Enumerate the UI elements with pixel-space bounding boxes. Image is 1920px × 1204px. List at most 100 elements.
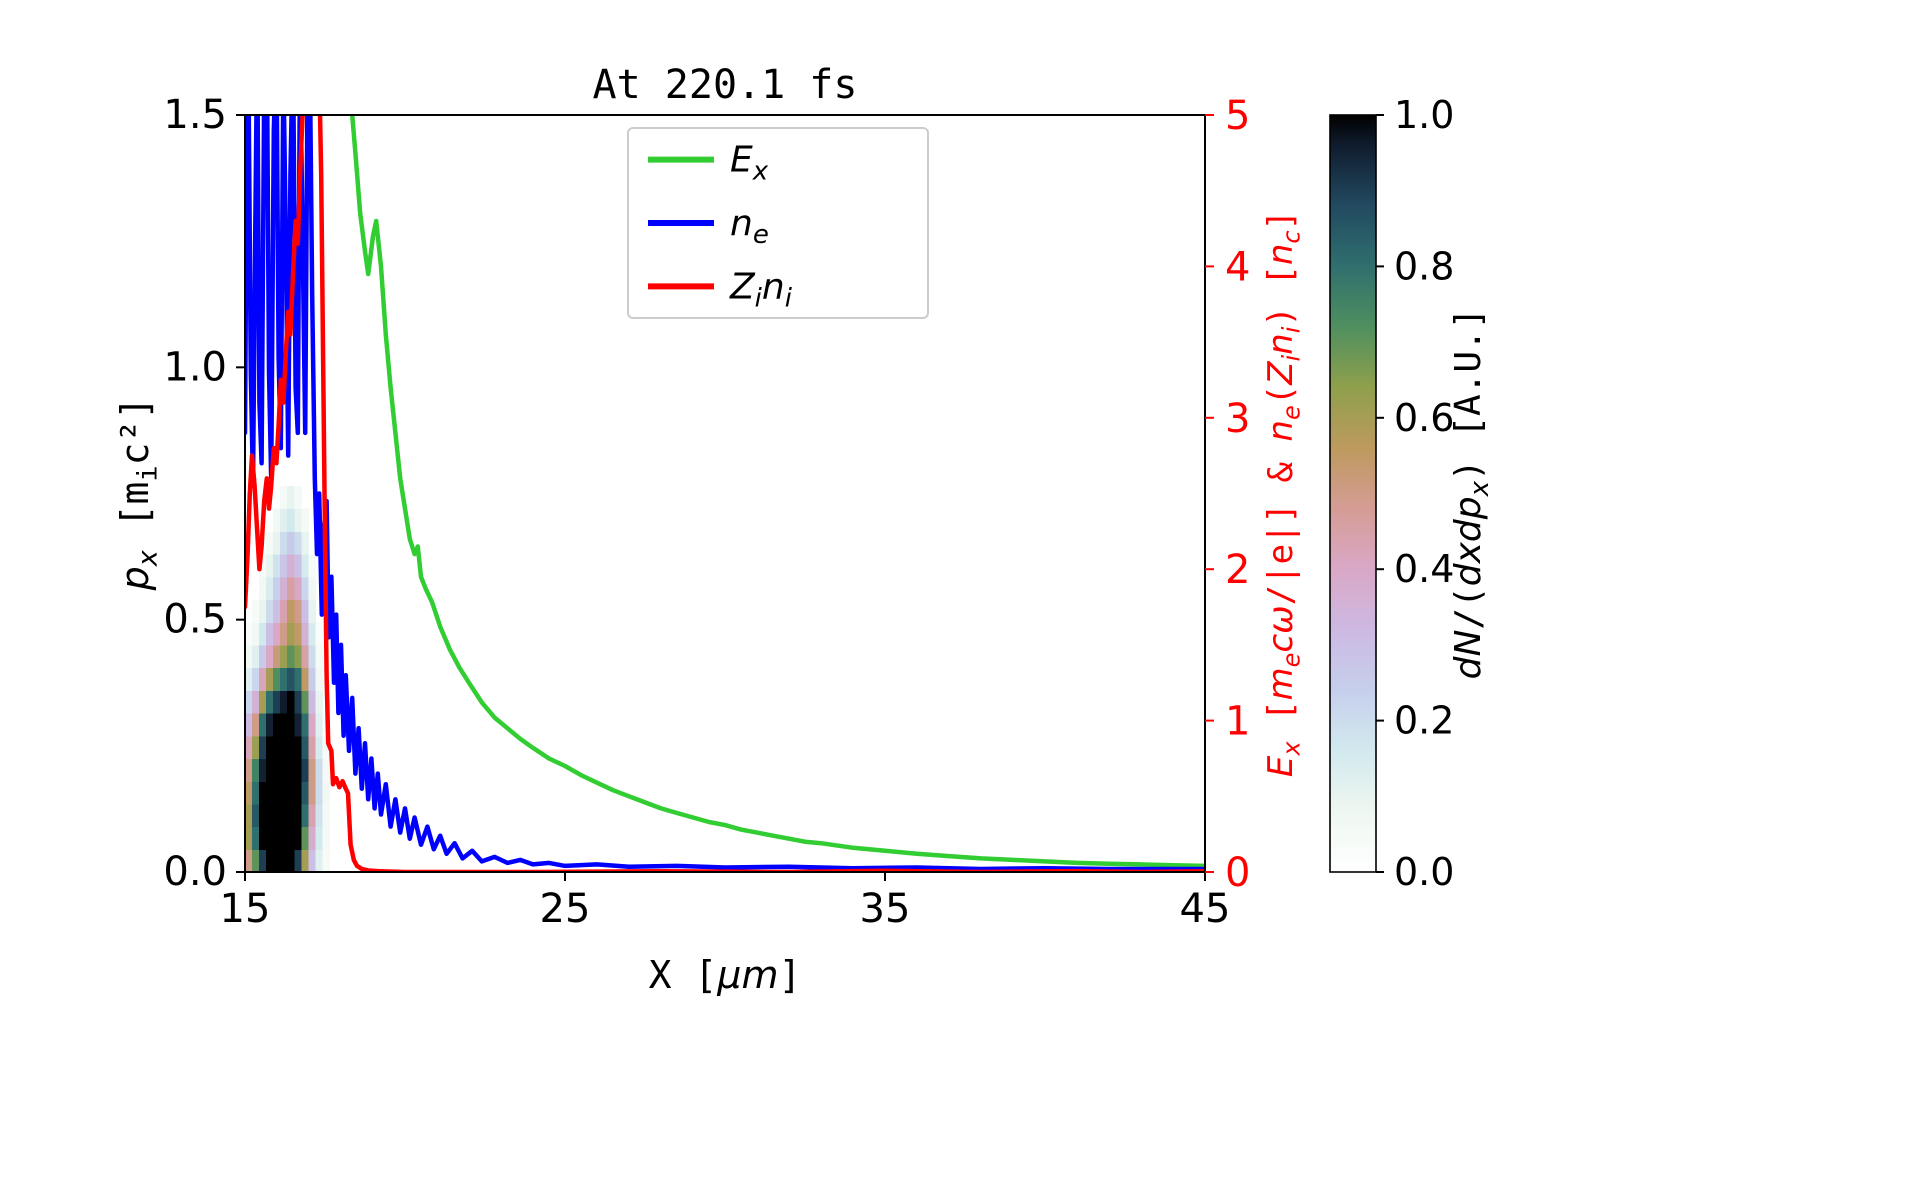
heatmap-cell	[315, 622, 323, 646]
heatmap-cell	[266, 576, 274, 601]
heatmap-cell	[252, 781, 260, 805]
heatmap-cell	[287, 622, 295, 646]
heatmap-cell	[301, 803, 309, 828]
heatmap-cell	[301, 781, 309, 805]
heatmap-cell	[252, 667, 260, 691]
heatmap-cell	[266, 554, 274, 578]
colorbar-tick-label: 0.4	[1394, 547, 1454, 591]
heatmap-cell	[273, 803, 281, 828]
x-tick-label: 25	[540, 886, 591, 932]
heatmap-cell	[266, 713, 274, 737]
heatmap-cell	[308, 667, 316, 691]
colorbar-tick-label: 1.0	[1394, 93, 1454, 137]
colorbar-label: dN/(dxdpx) [A.U.]	[1448, 308, 1495, 680]
y-right-tick-label: 3	[1225, 396, 1250, 442]
heatmap-cell	[301, 644, 309, 669]
heatmap-cell	[266, 803, 274, 828]
heatmap-cell	[287, 690, 295, 714]
heatmap-cell	[294, 735, 302, 759]
heatmap-cell	[280, 781, 288, 805]
heatmap-cell	[245, 781, 253, 805]
heatmap-cell	[280, 713, 288, 737]
heatmap-cell	[252, 849, 260, 872]
colorbar-tick-label: 0.0	[1394, 850, 1454, 894]
x-tick-label: 35	[860, 886, 911, 932]
x-tick-label: 45	[1180, 886, 1231, 932]
heatmap-cell	[266, 849, 274, 872]
legend: Ex ne Zini	[627, 127, 929, 319]
heatmap-cell	[252, 758, 260, 782]
heatmap-cell	[301, 690, 309, 714]
heatmap-cell	[266, 667, 274, 691]
heatmap-cell	[259, 735, 267, 759]
heatmap-cell	[266, 599, 274, 623]
heatmap-cell	[294, 849, 302, 872]
heatmap-cell	[280, 803, 288, 828]
heatmap-cell	[266, 531, 274, 555]
heatmap-cell	[287, 713, 295, 737]
heatmap-cell	[301, 531, 309, 555]
heatmap-cell	[294, 690, 302, 714]
heatmap-cell	[252, 826, 260, 850]
heatmap-cell	[252, 690, 260, 714]
heatmap-cell	[266, 622, 274, 646]
heatmap-cell	[294, 781, 302, 805]
heatmap-cell	[259, 849, 267, 872]
colorbar-tick-label: 0.2	[1394, 699, 1454, 743]
heatmap-cell	[273, 667, 281, 691]
heatmap-cell	[308, 849, 316, 872]
heatmap-cell	[301, 622, 309, 646]
heatmap-cell	[308, 713, 316, 737]
legend-label-Ex: Ex	[730, 140, 769, 187]
heatmap-cell	[245, 622, 253, 646]
heatmap-cell	[245, 758, 253, 782]
heatmap-cell	[280, 599, 288, 623]
y-left-axis-label: px [mic²]	[113, 397, 163, 592]
heatmap-cell	[280, 554, 288, 578]
heatmap-cell	[308, 803, 316, 828]
heatmap-cell	[308, 599, 316, 623]
heatmap-cell	[273, 713, 281, 737]
heatmap-cell	[259, 644, 267, 669]
heatmap-cell	[273, 508, 281, 532]
heatmap-cell	[301, 758, 309, 782]
heatmap-cell	[259, 622, 267, 646]
y-right-tick-label: 0	[1225, 850, 1250, 896]
heatmap-cell	[287, 735, 295, 759]
heatmap-cell	[245, 713, 253, 737]
heatmap-cell	[259, 758, 267, 782]
heatmap-cell	[259, 599, 267, 623]
legend-box	[627, 127, 929, 319]
heatmap-cell	[252, 644, 260, 669]
heatmap-cell	[252, 622, 260, 646]
heatmap-cell	[294, 531, 302, 555]
heatmap-cell	[308, 622, 316, 646]
y-right-tick-label: 1	[1225, 699, 1250, 745]
heatmap-cell	[287, 485, 295, 510]
heatmap-cell	[273, 576, 281, 601]
heatmap-cell	[287, 576, 295, 601]
heatmap-cell	[245, 826, 253, 850]
heatmap-cell	[245, 690, 253, 714]
heatmap-cell	[280, 667, 288, 691]
heatmap-cell	[294, 713, 302, 737]
heatmap-cell	[245, 849, 253, 872]
y-right-tick-label: 5	[1225, 93, 1250, 139]
heatmap-cell	[273, 622, 281, 646]
heatmap-cell	[280, 849, 288, 872]
heatmap-cell	[280, 531, 288, 555]
heatmap-cell	[301, 826, 309, 850]
heatmap-cell	[280, 508, 288, 532]
heatmap-cell	[273, 849, 281, 872]
heatmap-cell	[315, 781, 323, 805]
y-right-axis-label: Ex [mecω/|e|] & ne(Zini) [nc]	[1261, 210, 1305, 777]
heatmap-cell	[245, 803, 253, 828]
heatmap-cell	[287, 554, 295, 578]
y-left-tick-label: 0.5	[163, 597, 227, 643]
heatmap-cell	[259, 554, 267, 578]
heatmap-cell	[322, 735, 330, 759]
heatmap-cell	[315, 803, 323, 828]
heatmap-cell	[315, 690, 323, 714]
heatmap-cell	[294, 644, 302, 669]
x-tick-label: 15	[220, 886, 271, 932]
